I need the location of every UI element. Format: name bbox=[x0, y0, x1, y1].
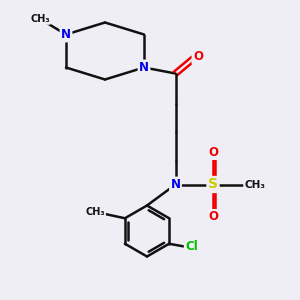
Text: O: O bbox=[208, 146, 218, 159]
Text: S: S bbox=[208, 178, 218, 191]
Text: N: N bbox=[61, 28, 71, 41]
Text: N: N bbox=[170, 178, 181, 191]
Text: N: N bbox=[139, 61, 149, 74]
Text: CH₃: CH₃ bbox=[30, 14, 50, 24]
Text: CH₃: CH₃ bbox=[244, 179, 266, 190]
Text: O: O bbox=[193, 50, 203, 64]
Text: CH₃: CH₃ bbox=[85, 207, 105, 217]
Text: O: O bbox=[208, 210, 218, 224]
Text: Cl: Cl bbox=[185, 240, 198, 253]
